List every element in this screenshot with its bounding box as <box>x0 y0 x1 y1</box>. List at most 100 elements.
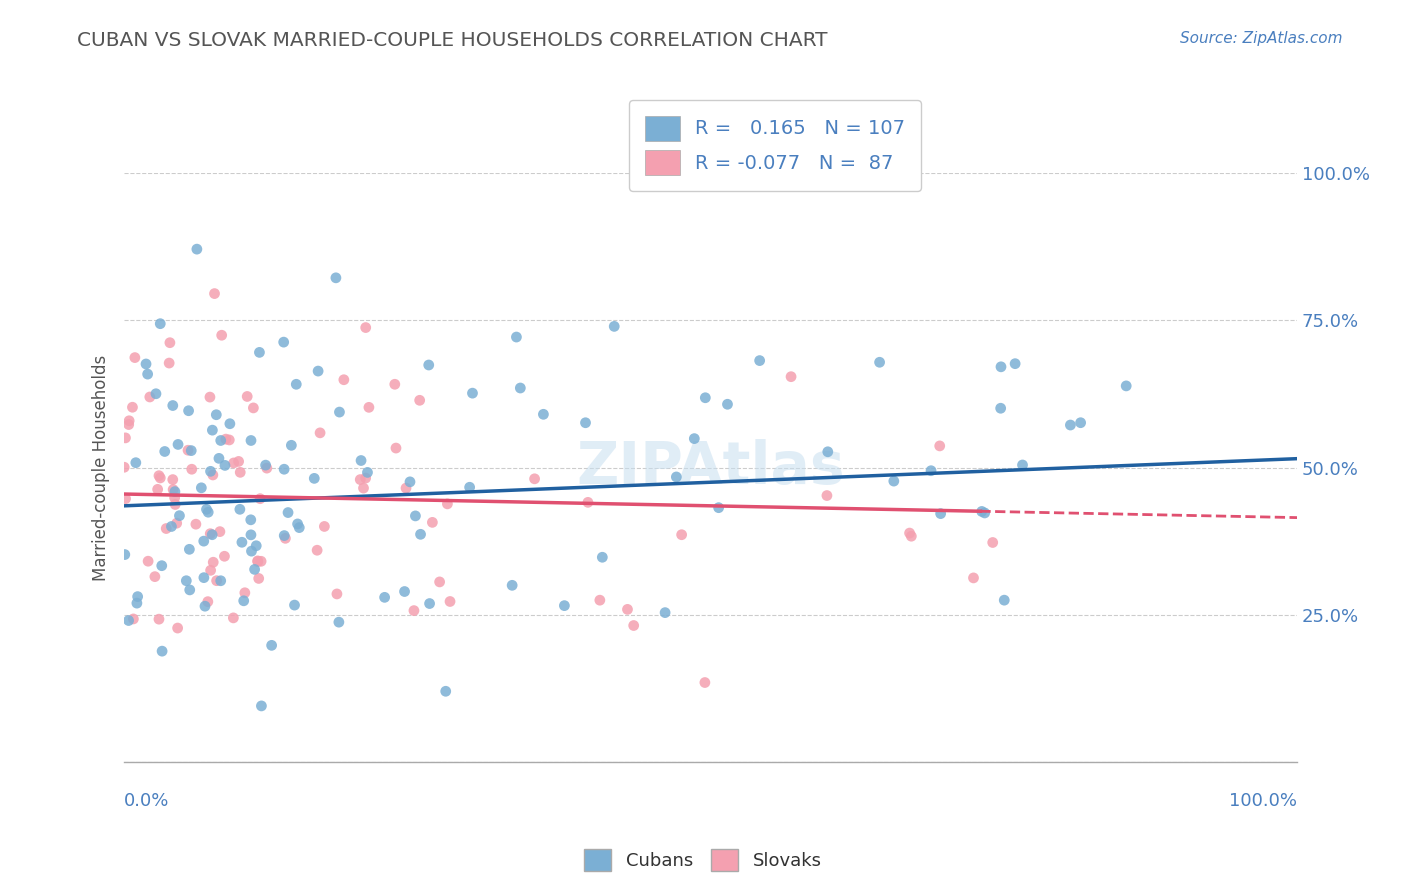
Point <box>439 594 461 608</box>
Point <box>328 615 350 629</box>
Point <box>166 516 188 531</box>
Point <box>209 434 232 448</box>
Text: Source: ZipAtlas.com: Source: ZipAtlas.com <box>1180 31 1343 46</box>
Point <box>136 367 159 381</box>
Point <box>408 393 430 408</box>
Point <box>928 439 950 453</box>
Point <box>249 345 271 359</box>
Point <box>184 517 207 532</box>
Point <box>509 381 531 395</box>
Point <box>169 508 191 523</box>
Point <box>190 481 212 495</box>
Point <box>304 471 326 485</box>
Point <box>229 466 252 480</box>
Point <box>165 498 187 512</box>
Point <box>240 434 263 448</box>
Point <box>1004 357 1026 371</box>
Point <box>250 554 273 568</box>
Point <box>683 432 706 446</box>
Point <box>1011 458 1033 472</box>
Point <box>990 359 1012 374</box>
Point <box>240 544 263 558</box>
Point <box>214 458 236 473</box>
Point <box>179 542 201 557</box>
Point <box>353 481 375 495</box>
Point <box>394 584 416 599</box>
Point <box>209 574 232 588</box>
Point <box>193 571 215 585</box>
Point <box>256 461 278 475</box>
Point <box>436 497 458 511</box>
Point <box>208 451 231 466</box>
Point <box>204 286 226 301</box>
Point <box>198 390 221 404</box>
Point <box>260 638 283 652</box>
Point <box>654 606 676 620</box>
Point <box>962 571 984 585</box>
Point <box>422 516 444 530</box>
Point <box>589 593 612 607</box>
Point <box>195 502 218 516</box>
Point <box>815 489 838 503</box>
Point <box>146 483 169 497</box>
Point <box>531 407 554 421</box>
Point <box>186 242 208 256</box>
Point <box>973 506 995 520</box>
Point <box>179 582 201 597</box>
Point <box>125 456 148 470</box>
Point <box>280 438 302 452</box>
Legend: Cubans, Slovaks: Cubans, Slovaks <box>576 842 830 879</box>
Point <box>215 432 238 446</box>
Point <box>505 330 527 344</box>
Point <box>200 464 222 478</box>
Point <box>249 491 271 506</box>
Point <box>202 555 225 569</box>
Point <box>166 621 188 635</box>
Point <box>523 472 546 486</box>
Point <box>695 391 717 405</box>
Point <box>155 522 177 536</box>
Point <box>309 425 332 440</box>
Point <box>349 473 371 487</box>
Point <box>139 390 162 404</box>
Point <box>162 473 184 487</box>
Point <box>333 373 356 387</box>
Point <box>222 456 245 470</box>
Point <box>250 698 273 713</box>
Legend: R =   0.165   N = 107, R = -0.077   N =  87: R = 0.165 N = 107, R = -0.077 N = 87 <box>630 100 921 191</box>
Point <box>148 612 170 626</box>
Point <box>167 437 190 451</box>
Point <box>707 500 730 515</box>
Point <box>118 417 141 432</box>
Point <box>716 397 738 411</box>
Point <box>374 591 396 605</box>
Point <box>574 416 596 430</box>
Point <box>197 505 219 519</box>
Point <box>245 539 267 553</box>
Point <box>239 513 262 527</box>
Point <box>350 453 373 467</box>
Point <box>981 535 1004 549</box>
Point <box>920 464 942 478</box>
Point <box>817 444 839 458</box>
Point <box>357 401 380 415</box>
Point <box>307 364 329 378</box>
Point <box>970 504 993 518</box>
Point <box>177 403 200 417</box>
Point <box>307 543 329 558</box>
Point <box>125 596 148 610</box>
Point <box>409 527 432 541</box>
Point <box>929 507 952 521</box>
Point <box>121 401 143 415</box>
Point <box>145 386 167 401</box>
Point <box>354 471 377 485</box>
Point <box>665 470 688 484</box>
Point <box>247 571 270 585</box>
Point <box>180 443 202 458</box>
Point <box>501 578 523 592</box>
Point <box>236 389 259 403</box>
Point <box>869 355 891 369</box>
Point <box>354 320 377 334</box>
Point <box>429 574 451 589</box>
Point <box>218 433 240 447</box>
